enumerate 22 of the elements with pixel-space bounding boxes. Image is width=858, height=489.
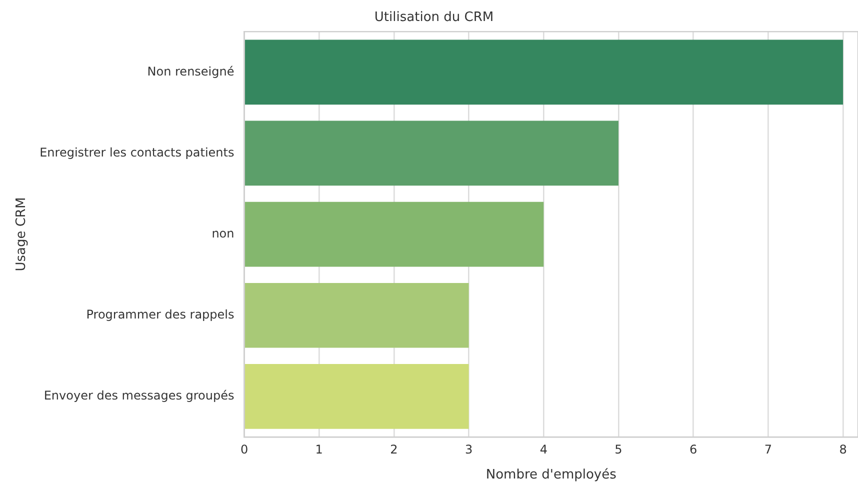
- x-tick-label: 5: [614, 442, 622, 456]
- bar: [244, 364, 469, 429]
- bar: [244, 40, 844, 105]
- bar: [244, 202, 544, 267]
- y-tick-label: Programmer des rappels: [86, 308, 234, 322]
- x-tick-label: 2: [390, 442, 398, 456]
- y-tick-label: Enregistrer les contacts patients: [40, 145, 234, 160]
- x-tick-label: 6: [690, 442, 698, 456]
- x-tick-label: 4: [540, 442, 548, 456]
- y-tick-label: Non renseigné: [147, 64, 234, 78]
- chart-title: Utilisation du CRM: [374, 10, 494, 26]
- bar: [244, 282, 469, 348]
- y-tick-label: non: [212, 226, 234, 240]
- y-axis-title: Usage CRM: [14, 197, 30, 272]
- y-tick-label: Envoyer des messages groupés: [44, 388, 234, 403]
- x-tick-label: 3: [464, 442, 473, 456]
- x-tick-label: 8: [839, 442, 847, 456]
- x-axis-title: Nombre d'employés: [486, 468, 617, 483]
- x-tick-label: 7: [764, 442, 772, 456]
- bar: [244, 120, 618, 186]
- x-tick-label: 0: [240, 442, 248, 456]
- x-tick-label: 1: [315, 442, 323, 456]
